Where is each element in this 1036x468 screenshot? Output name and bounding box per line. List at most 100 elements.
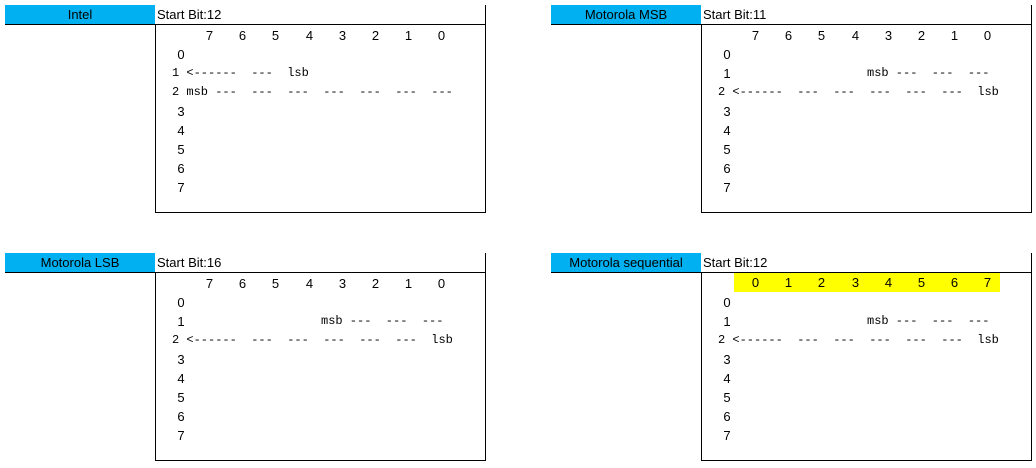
byte-row: 4 (155, 369, 484, 388)
motorola-sequential-start-bit: Start Bit:12 (703, 255, 768, 270)
bit-header-cell: 2 (917, 28, 926, 43)
byte-row: 3 (701, 102, 1030, 121)
motorola-sequential-panel: Motorola sequential Start Bit:12 0 1 2 3… (551, 253, 1036, 468)
byte-row: 0 (155, 293, 484, 312)
byte-row: 3 (155, 350, 484, 369)
row-number: 5 (177, 142, 185, 157)
bit-header-cell: 3 (338, 276, 347, 291)
byte-row: 4 (155, 121, 484, 140)
bit-pattern: 2 <------ --- --- --- --- --- lsb (718, 333, 999, 347)
row-number: 5 (723, 390, 731, 405)
bit-pattern: msb --- --- --- (867, 314, 990, 328)
byte-row: 1 msb --- --- --- (701, 64, 1030, 83)
bit-header-cell: 4 (305, 276, 314, 291)
row-number: 1 (723, 66, 731, 81)
byte-row: 0 (701, 45, 1030, 64)
byte-row: 2 <------ --- --- --- --- --- lsb (155, 331, 484, 350)
bit-header-cell: 3 (884, 28, 893, 43)
divider (485, 5, 486, 24)
divider (551, 272, 1031, 273)
bit-header-cell: 6 (784, 28, 793, 43)
intel-start-bit: Start Bit:12 (157, 7, 222, 22)
row-number: 0 (177, 47, 185, 62)
bit-header-cell: 0 (751, 275, 760, 290)
bit-header-cell: 2 (371, 276, 380, 291)
bit-header: 7 6 5 4 3 2 1 0 (187, 26, 485, 45)
bit-grid-box (701, 24, 1032, 213)
motorola-msb-label: Motorola MSB (551, 5, 701, 24)
byte-row: 3 (155, 102, 484, 121)
motorola-lsb-panel: Motorola LSB Start Bit:16 7 6 5 4 3 2 1 … (5, 253, 532, 468)
bit-pattern: msb --- --- --- (321, 314, 444, 328)
bit-pattern: msb --- --- --- (867, 66, 990, 80)
row-number: 5 (177, 390, 185, 405)
bit-header-cell: 1 (784, 275, 793, 290)
row-number: 6 (723, 409, 731, 424)
divider (1031, 253, 1032, 272)
bit-header-cell: 4 (851, 28, 860, 43)
bit-header-cell: 6 (238, 276, 247, 291)
bit-header-cell: 0 (983, 28, 992, 43)
bit-header-cell: 7 (205, 276, 214, 291)
byte-row: 4 (701, 121, 1030, 140)
byte-row: 6 (701, 159, 1030, 178)
row-number: 7 (723, 428, 731, 443)
byte-row: 0 (155, 45, 484, 64)
bit-header-cell: 1 (950, 28, 959, 43)
bit-header: 7 6 5 4 3 2 1 0 (187, 274, 485, 293)
row-number: 3 (723, 352, 731, 367)
bit-header-cell: 7 (751, 28, 760, 43)
motorola-sequential-label: Motorola sequential (551, 253, 701, 272)
row-number: 0 (723, 295, 731, 310)
byte-row: 7 (701, 426, 1030, 445)
motorola-lsb-start-bit: Start Bit:16 (157, 255, 222, 270)
bit-header-cell: 7 (205, 28, 214, 43)
bit-header-cell: 4 (305, 28, 314, 43)
divider (5, 272, 485, 273)
row-number: 4 (177, 123, 185, 138)
bit-header-cell: 1 (404, 276, 413, 291)
row-number: 3 (723, 104, 731, 119)
byte-row: 5 (701, 388, 1030, 407)
byte-row: 5 (701, 140, 1030, 159)
bit-grid-box (701, 272, 1032, 461)
bit-header-cell: 5 (271, 276, 280, 291)
byte-row: 1 <------ --- lsb (155, 64, 484, 83)
bit-header-cell: 5 (271, 28, 280, 43)
bit-grid-box (155, 24, 486, 213)
byte-row: 1 msb --- --- --- (155, 312, 484, 331)
bit-header-cell: 5 (917, 275, 926, 290)
bit-header-cell: 3 (851, 275, 860, 290)
bit-header-cell: 2 (371, 28, 380, 43)
bit-pattern: 2 <------ --- --- --- --- --- lsb (718, 85, 999, 99)
row-number: 6 (723, 161, 731, 176)
row-number: 4 (723, 123, 731, 138)
motorola-msb-panel: Motorola MSB Start Bit:11 7 6 5 4 3 2 1 … (551, 5, 1036, 220)
byte-row: 6 (155, 159, 484, 178)
bit-header: 7 6 5 4 3 2 1 0 (733, 26, 1031, 45)
bit-header-cell: 5 (817, 28, 826, 43)
byte-row: 3 (701, 350, 1030, 369)
bit-header-cell: 6 (950, 275, 959, 290)
byte-row: 7 (155, 178, 484, 197)
bit-header-cell: 4 (884, 275, 893, 290)
byte-row: 2 <------ --- --- --- --- --- lsb (701, 331, 1030, 350)
divider (5, 24, 485, 25)
byte-row: 4 (701, 369, 1030, 388)
bit-header-cell: 3 (338, 28, 347, 43)
motorola-lsb-label: Motorola LSB (5, 253, 155, 272)
bit-header-cell: 7 (983, 275, 992, 290)
motorola-msb-start-bit: Start Bit:11 (703, 7, 767, 22)
bit-pattern: 2 msb --- --- --- --- --- --- --- (172, 85, 453, 99)
byte-row: 5 (155, 140, 484, 159)
byte-row: 6 (155, 407, 484, 426)
byte-row: 0 (701, 293, 1030, 312)
bit-pattern: 2 <------ --- --- --- --- --- lsb (172, 333, 453, 347)
row-number: 3 (177, 104, 185, 119)
divider (485, 253, 486, 272)
bit-header-cell: 0 (437, 276, 446, 291)
bit-header-cell: 2 (817, 275, 826, 290)
row-number: 7 (723, 180, 731, 195)
intel-label: Intel (5, 5, 155, 24)
divider (551, 24, 1031, 25)
